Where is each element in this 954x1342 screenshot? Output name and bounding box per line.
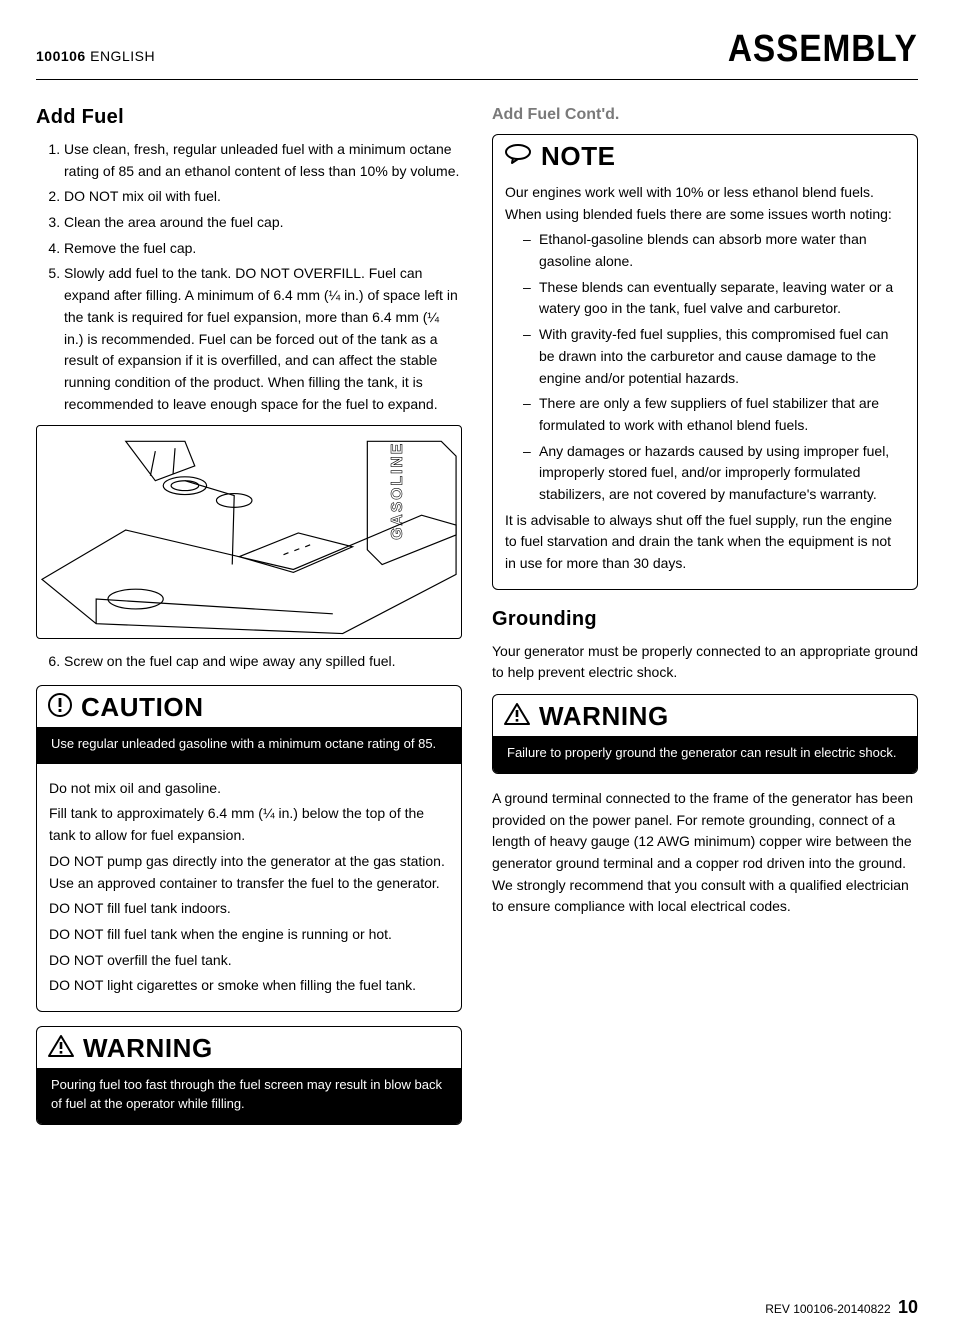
header: 100106 ENGLISH ASSEMBLY xyxy=(36,28,918,80)
caution-box: CAUTION Use regular unleaded gasoline wi… xyxy=(36,685,462,1012)
left-column: Add Fuel Use clean, fresh, regular unlea… xyxy=(36,106,462,1139)
caution-para: Do not mix oil and gasoline. xyxy=(49,778,449,800)
caution-para: DO NOT overfill the fuel tank. xyxy=(49,950,449,972)
warning-box-1: WARNING Pouring fuel too fast through th… xyxy=(36,1026,462,1125)
right-column: Add Fuel Cont'd. NOTE Our engines work w… xyxy=(492,106,918,1139)
warning-blackbar: Pouring fuel too fast through the fuel s… xyxy=(37,1068,461,1124)
warning-blackbar: Failure to properly ground the generator… xyxy=(493,736,917,773)
warning-label: WARNING xyxy=(539,701,669,732)
warning-header: WARNING xyxy=(493,695,917,736)
content-columns: Add Fuel Use clean, fresh, regular unlea… xyxy=(36,106,918,1139)
grounding-body: A ground terminal connected to the frame… xyxy=(492,788,918,918)
list-item: These blends can eventually separate, le… xyxy=(523,277,905,320)
list-item: Use clean, fresh, regular unleaded fuel … xyxy=(64,139,462,182)
caution-para: DO NOT fill fuel tank indoors. xyxy=(49,898,449,920)
list-item: With gravity-fed fuel supplies, this com… xyxy=(523,324,905,389)
caution-header: CAUTION xyxy=(37,686,461,727)
caution-para: DO NOT pump gas directly into the genera… xyxy=(49,851,449,894)
note-icon xyxy=(503,143,533,170)
caution-icon xyxy=(47,692,73,723)
list-item: Clean the area around the fuel cap. xyxy=(64,212,462,234)
caution-para: Fill tank to approximately 6.4 mm (¼ in.… xyxy=(49,803,449,846)
doc-id: 100106 ENGLISH xyxy=(36,48,155,64)
note-list: Ethanol-gasoline blends can absorb more … xyxy=(505,229,905,505)
caution-label: CAUTION xyxy=(81,692,204,723)
revision: REV 100106-20140822 xyxy=(765,1302,890,1316)
footer: REV 100106-20140822 10 xyxy=(765,1297,918,1318)
add-fuel-steps-continued: Screw on the fuel cap and wipe away any … xyxy=(36,651,462,673)
warning-label: WARNING xyxy=(83,1033,213,1064)
page-title: ASSEMBLY xyxy=(728,28,918,71)
list-item: Any damages or hazards caused by using i… xyxy=(523,441,905,506)
warning-box-2: WARNING Failure to properly ground the g… xyxy=(492,694,918,774)
list-item: Ethanol-gasoline blends can absorb more … xyxy=(523,229,905,272)
doc-number: 100106 xyxy=(36,48,86,64)
svg-text:GASOLINE: GASOLINE xyxy=(389,442,406,540)
caution-blackbar: Use regular unleaded gasoline with a min… xyxy=(37,727,461,764)
warning-header: WARNING xyxy=(37,1027,461,1068)
fuel-illustration: GASOLINE xyxy=(36,425,462,639)
list-item: There are only a few suppliers of fuel s… xyxy=(523,393,905,436)
note-intro: Our engines work well with 10% or less e… xyxy=(505,182,905,225)
warning-icon xyxy=(47,1034,75,1063)
grounding-heading: Grounding xyxy=(492,608,918,631)
caution-para: DO NOT light cigarettes or smoke when fi… xyxy=(49,975,449,997)
note-outro: It is advisable to always shut off the f… xyxy=(505,510,905,575)
caution-para: DO NOT fill fuel tank when the engine is… xyxy=(49,924,449,946)
add-fuel-steps: Use clean, fresh, regular unleaded fuel … xyxy=(36,139,462,415)
caution-body: Do not mix oil and gasoline. Fill tank t… xyxy=(37,764,461,1011)
list-item: DO NOT mix oil with fuel. xyxy=(64,186,462,208)
list-item: Screw on the fuel cap and wipe away any … xyxy=(64,651,462,673)
grounding-intro: Your generator must be properly connecte… xyxy=(492,641,918,684)
add-fuel-heading: Add Fuel xyxy=(36,106,462,129)
add-fuel-contd: Add Fuel Cont'd. xyxy=(492,106,918,124)
list-item: Slowly add fuel to the tank. DO NOT OVER… xyxy=(64,263,462,415)
list-item: Remove the fuel cap. xyxy=(64,238,462,260)
page-number: 10 xyxy=(898,1297,918,1317)
warning-icon xyxy=(503,702,531,731)
doc-language: ENGLISH xyxy=(90,48,155,64)
note-body: Our engines work well with 10% or less e… xyxy=(493,176,917,589)
note-header: NOTE xyxy=(493,135,917,176)
note-box: NOTE Our engines work well with 10% or l… xyxy=(492,134,918,590)
note-label: NOTE xyxy=(541,141,616,172)
